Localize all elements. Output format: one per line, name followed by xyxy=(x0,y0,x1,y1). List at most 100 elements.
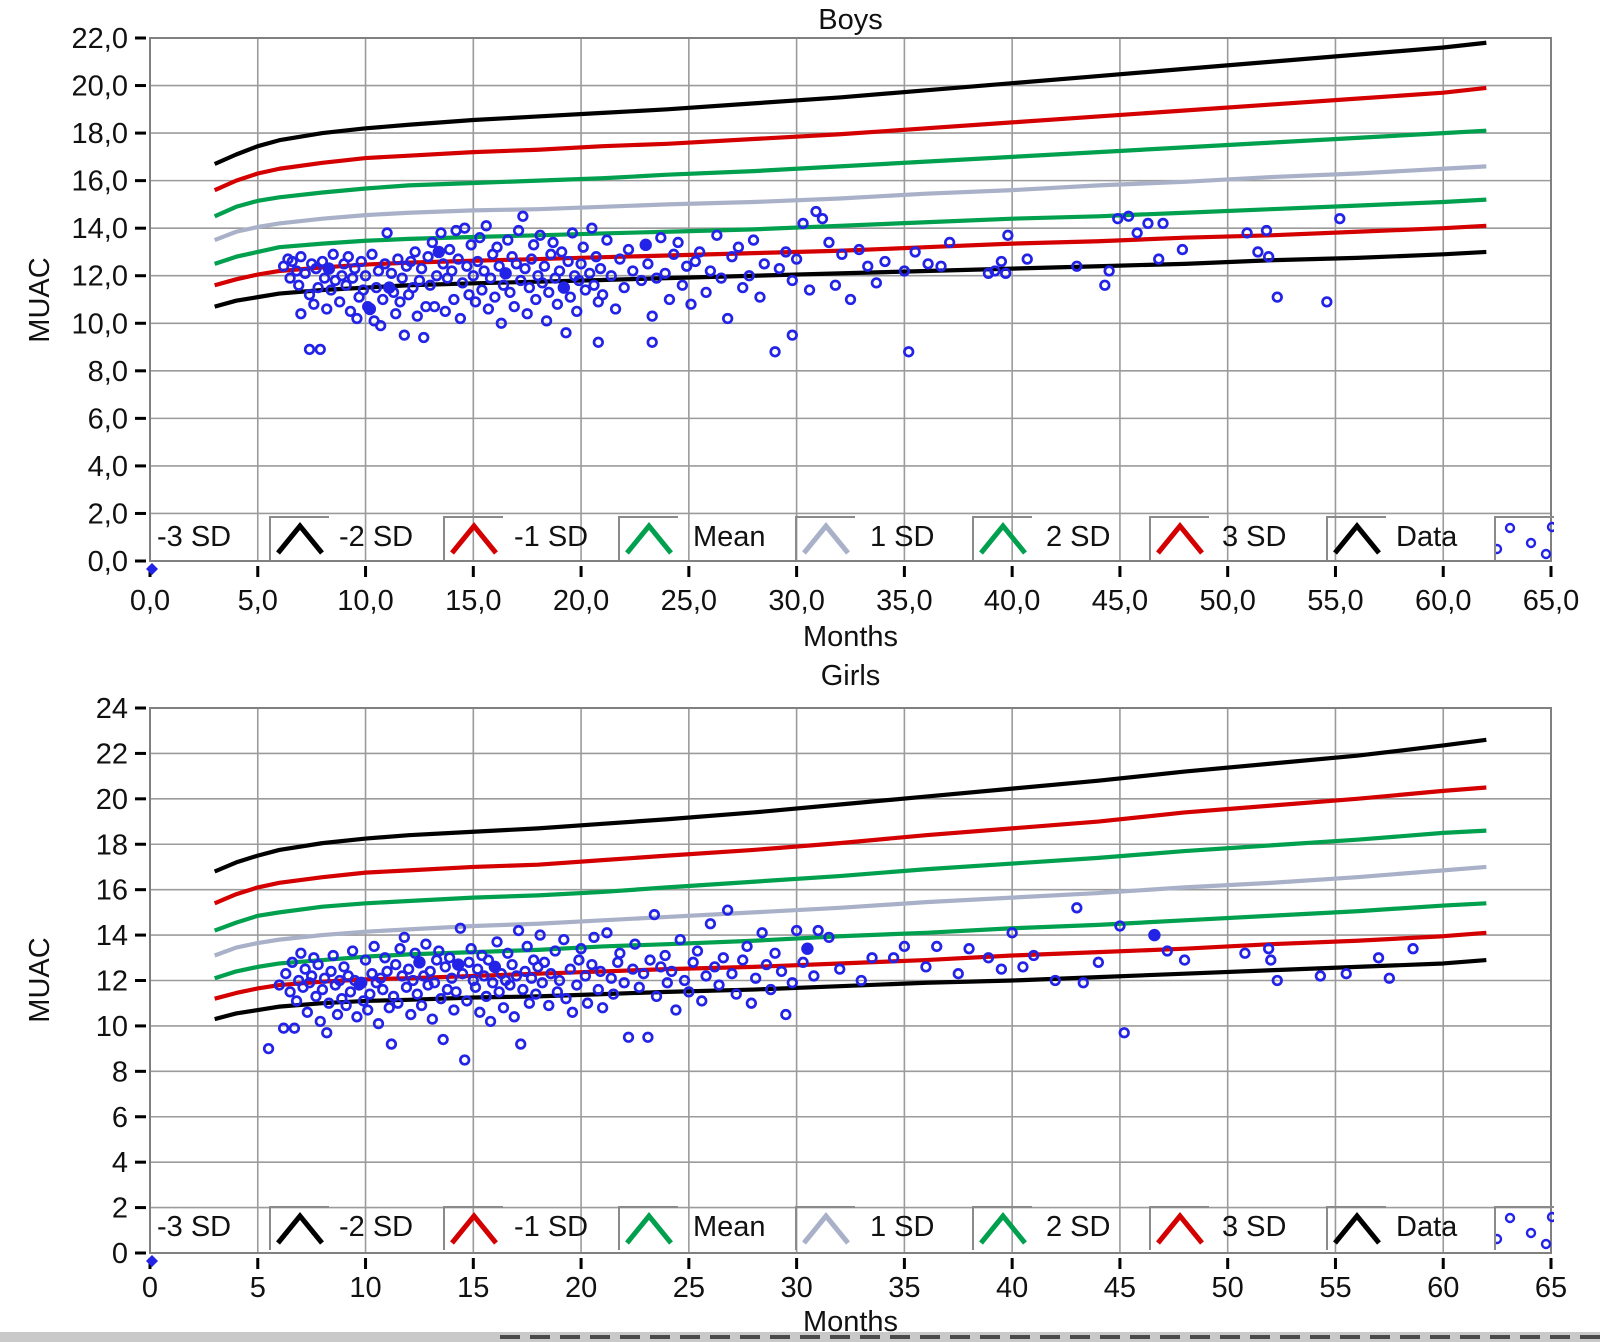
legend-glyph-2sd[interactable] xyxy=(1149,516,1209,560)
x-tick-label: 40 xyxy=(996,1272,1028,1304)
origin-marker xyxy=(146,563,158,575)
legend-glyph--2sd[interactable] xyxy=(443,516,503,560)
y-tick-label: 4 xyxy=(112,1147,128,1179)
plot-frame xyxy=(149,707,1552,1254)
x-tick-label: 30,0 xyxy=(768,585,824,617)
y-tick-label: 24 xyxy=(96,693,128,725)
origin-marker xyxy=(146,1255,158,1267)
legend-label-3sd: 3 SD xyxy=(1222,521,1287,553)
bottom-scrollbar-dashes xyxy=(500,1335,1600,1339)
x-tick-label: 45 xyxy=(1104,1272,1136,1304)
legend-glyph--2sd[interactable] xyxy=(443,1206,503,1250)
x-tick-label: 25 xyxy=(673,1272,705,1304)
legend-label-mean: Mean xyxy=(693,521,766,553)
girls-chart-plot: 0 5 10 15 20 25 30 35 40 45 50 55 60 6502468101214161… xyxy=(96,693,1567,1304)
x-tick-label: 20 xyxy=(565,1272,597,1304)
legend-glyph-3sd[interactable] xyxy=(1326,1206,1386,1250)
curve-1sd xyxy=(213,828,1487,933)
curve-3sd xyxy=(213,737,1487,874)
y-tick-label: 8 xyxy=(112,1056,128,1088)
legend-glyph-mean[interactable] xyxy=(795,1206,855,1250)
legend-glyph-data-scatter[interactable] xyxy=(1494,1206,1554,1250)
x-tick-label: 5 xyxy=(250,1272,266,1304)
y-tick-label: 20 xyxy=(96,784,128,816)
legend-label-3sd: 3 SD xyxy=(1222,1211,1287,1243)
girls-y-axis-title: MUAC xyxy=(24,937,56,1023)
legend-label--1sd: -1 SD xyxy=(514,1211,589,1243)
legend-glyph--1sd[interactable] xyxy=(618,516,678,560)
x-tick-label: 5,0 xyxy=(238,585,278,617)
legend-glyph--1sd[interactable] xyxy=(618,1206,678,1250)
y-tick-label: 8,0 xyxy=(88,356,128,388)
girls-chart-title: Girls xyxy=(820,660,881,692)
y-tick-label: 6 xyxy=(112,1102,128,1134)
plot-frame xyxy=(149,37,1552,562)
x-tick-label: 60,0 xyxy=(1415,585,1471,617)
legend-glyph-3sd[interactable] xyxy=(1326,516,1386,560)
y-tick-label: 14 xyxy=(96,920,128,952)
x-tick-label: 40,0 xyxy=(984,585,1040,617)
legend-label-2sd: 2 SD xyxy=(1046,521,1111,553)
legend-glyph--3sd[interactable] xyxy=(269,516,329,560)
legend-glyph-data-scatter[interactable] xyxy=(1494,516,1554,560)
curve--1sd xyxy=(214,901,1487,981)
curve-mean xyxy=(213,864,1487,958)
x-tick-label: 15 xyxy=(457,1272,489,1304)
data-scatter xyxy=(277,205,1346,358)
y-tick-label: 4,0 xyxy=(88,451,128,483)
curve-3sd xyxy=(213,40,1487,166)
x-tick-label: 15,0 xyxy=(445,585,501,617)
bottom-scrollbar[interactable] xyxy=(0,1332,1600,1342)
x-ticks: 0,0 5,0 10,0 15,0 20,0 25,0 30,0 35,0 40,0 45,0 50… xyxy=(130,566,1579,617)
y-tick-label: 22 xyxy=(96,738,128,770)
y-tick-label: 14,0 xyxy=(72,213,128,245)
x-tick-label: 55 xyxy=(1319,1272,1351,1304)
y-tick-label: 2 xyxy=(112,1193,128,1225)
legend-label-data: Data xyxy=(1396,1211,1458,1243)
curve-2sd xyxy=(213,785,1487,906)
legend-label-1sd: 1 SD xyxy=(870,521,935,553)
x-ticks: 0 5 10 15 20 25 30 35 40 45 50 55 60 65 xyxy=(142,1258,1567,1304)
x-tick-label: 50,0 xyxy=(1199,585,1255,617)
y-ticks: 0,0 2,0 4,0 6,0 8,0 10,0 12,0 14,0 16,0 18,0 20,0 2… xyxy=(72,23,146,578)
legend-glyph-2sd[interactable] xyxy=(1149,1206,1209,1250)
legend-label--3sd: -3 SD xyxy=(157,1211,232,1243)
legend-glyph--3sd[interactable] xyxy=(269,1206,329,1250)
x-tick-label: 10,0 xyxy=(337,585,393,617)
boys-y-axis-title: MUAC xyxy=(24,257,56,343)
x-tick-label: 45,0 xyxy=(1092,585,1148,617)
y-tick-label: 18,0 xyxy=(72,118,128,150)
x-tick-label: 65 xyxy=(1535,1272,1567,1304)
legend-label-2sd: 2 SD xyxy=(1046,1211,1111,1243)
legend-label-mean: Mean xyxy=(693,1211,766,1243)
y-tick-label: 16,0 xyxy=(72,166,128,198)
y-tick-label: 6,0 xyxy=(88,403,128,435)
x-tick-label: 35,0 xyxy=(876,585,932,617)
gridlines xyxy=(150,38,1551,561)
x-tick-label: 25,0 xyxy=(661,585,717,617)
x-tick-label: 55,0 xyxy=(1307,585,1363,617)
curve-mean xyxy=(213,164,1487,243)
boys-x-axis-title: Months xyxy=(802,621,899,653)
legend-label--1sd: -1 SD xyxy=(514,521,589,553)
y-tick-label: 16 xyxy=(96,875,128,907)
y-tick-label: 22,0 xyxy=(72,23,128,55)
legend-label--3sd: -3 SD xyxy=(157,521,232,553)
y-tick-label: 10 xyxy=(96,1011,128,1043)
legend-glyph-1sd[interactable] xyxy=(972,1206,1032,1250)
y-tick-label: 20,0 xyxy=(72,71,128,103)
data-scatter xyxy=(262,902,1419,1066)
y-tick-label: 18 xyxy=(96,829,128,861)
x-tick-label: 30 xyxy=(780,1272,812,1304)
legend-label-data: Data xyxy=(1396,521,1458,553)
y-tick-label: 0 xyxy=(112,1238,128,1270)
x-tick-label: 10 xyxy=(349,1272,381,1304)
legend-label-1sd: 1 SD xyxy=(870,1211,935,1243)
legend-glyph-mean[interactable] xyxy=(795,516,855,560)
boys-chart-title: Boys xyxy=(818,4,883,36)
x-tick-label: 50 xyxy=(1212,1272,1244,1304)
y-tick-label: 0,0 xyxy=(88,546,128,578)
legend-glyph-1sd[interactable] xyxy=(972,516,1032,560)
curve-2sd xyxy=(213,85,1487,193)
